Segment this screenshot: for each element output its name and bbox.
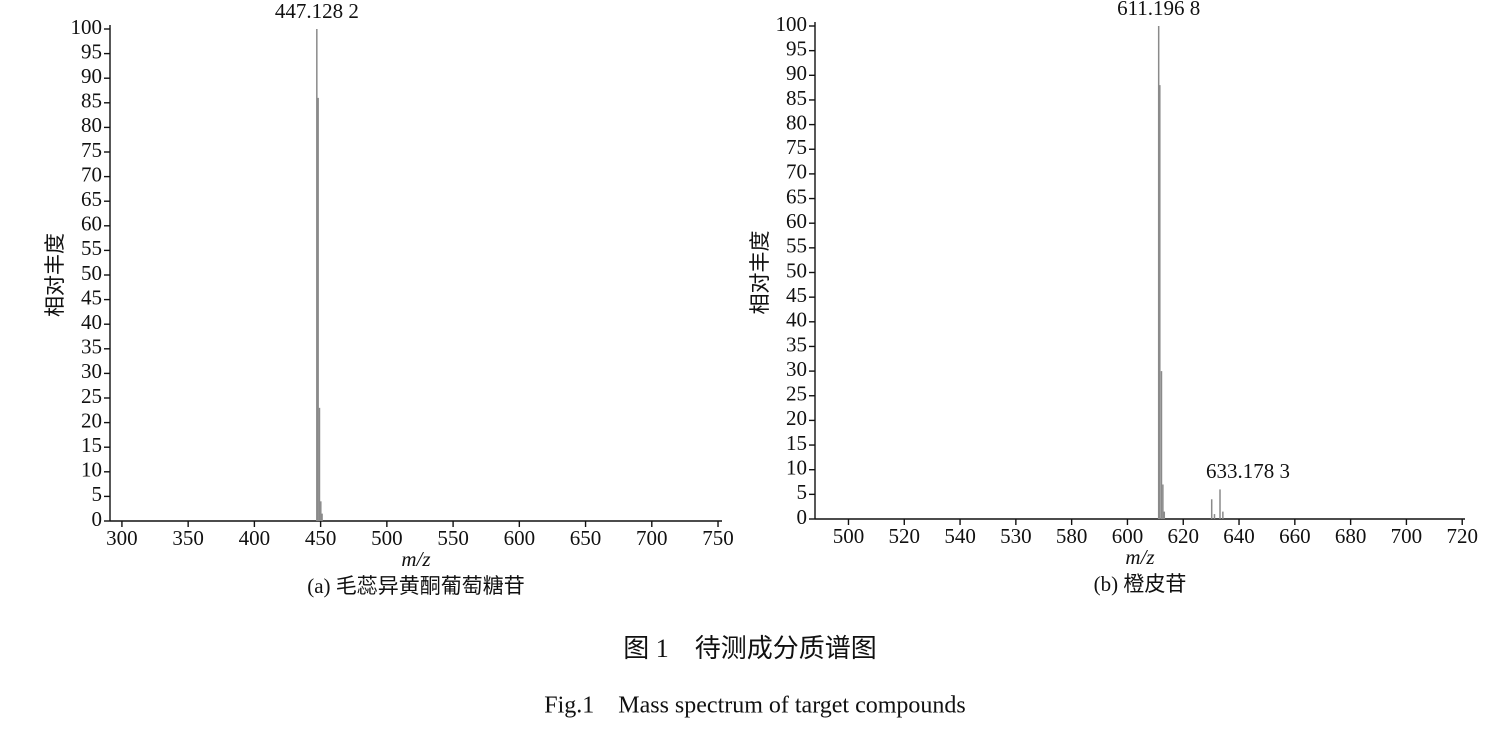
y-tick-label: 45	[786, 283, 807, 307]
x-tick-label: 700	[1391, 524, 1423, 548]
x-tick-label: 580	[1056, 524, 1088, 548]
figure-title-en: Fig.1 Mass spectrum of target compounds	[544, 693, 966, 719]
x-tick-label: 700	[636, 526, 668, 550]
x-tick-label: 650	[570, 526, 602, 550]
peak-label: 633.178 3	[1206, 459, 1290, 483]
x-tick-label: 640	[1223, 524, 1255, 548]
y-tick-label: 40	[81, 310, 102, 334]
y-tick-label: 5	[92, 482, 103, 506]
x-tick-label: 600	[504, 526, 536, 550]
x-tick-label: 350	[172, 526, 204, 550]
y-tick-label: 85	[786, 86, 807, 110]
y-tick-label: 30	[81, 359, 102, 383]
y-tick-label: 60	[81, 212, 102, 236]
caption: (a) 毛蕊异黄酮葡萄糖苷	[307, 574, 525, 598]
y-axis-label: 相对丰度	[43, 233, 67, 317]
figure-title-cn: 图 1 待测成分质谱图	[623, 634, 877, 663]
y-tick-label: 85	[81, 89, 102, 113]
x-tick-label: 620	[1167, 524, 1199, 548]
y-tick-label: 35	[81, 335, 102, 359]
y-tick-label: 80	[81, 113, 102, 137]
y-tick-label: 70	[81, 162, 102, 186]
y-tick-label: 20	[81, 408, 102, 432]
y-tick-label: 0	[92, 507, 103, 531]
y-tick-label: 40	[786, 308, 807, 332]
y-tick-label: 95	[786, 36, 807, 60]
y-tick-label: 75	[81, 138, 102, 162]
y-tick-label: 15	[81, 433, 102, 457]
peak-label: 447.128 2	[275, 0, 359, 23]
y-tick-label: 50	[81, 261, 102, 285]
y-tick-label: 60	[786, 209, 807, 233]
y-tick-label: 15	[786, 431, 807, 455]
y-tick-label: 90	[786, 61, 807, 85]
x-tick-label: 520	[889, 524, 921, 548]
x-tick-label: 540	[944, 524, 976, 548]
y-tick-label: 95	[81, 39, 102, 63]
x-axis-label: m/z	[401, 547, 430, 571]
y-tick-label: 65	[81, 187, 102, 211]
y-tick-label: 100	[71, 15, 103, 39]
y-tick-label: 70	[786, 160, 807, 184]
x-tick-label: 530	[1000, 524, 1032, 548]
caption: (b) 橙皮苷	[1094, 572, 1187, 596]
x-tick-label: 720	[1446, 524, 1478, 548]
y-axis-label: 相对丰度	[748, 231, 772, 315]
peak-label: 611.196 8	[1117, 0, 1200, 20]
y-tick-label: 35	[786, 332, 807, 356]
x-tick-label: 500	[371, 526, 403, 550]
y-tick-label: 55	[81, 236, 102, 260]
y-tick-label: 5	[797, 480, 808, 504]
y-tick-label: 80	[786, 110, 807, 134]
y-tick-label: 30	[786, 357, 807, 381]
y-tick-label: 20	[786, 406, 807, 430]
y-tick-label: 10	[81, 458, 102, 482]
y-tick-label: 50	[786, 258, 807, 282]
y-tick-label: 100	[776, 12, 808, 36]
y-tick-label: 10	[786, 456, 807, 480]
x-tick-label: 660	[1279, 524, 1311, 548]
y-tick-label: 25	[786, 382, 807, 406]
y-tick-label: 75	[786, 135, 807, 159]
x-tick-label: 500	[833, 524, 865, 548]
x-tick-label: 750	[702, 526, 734, 550]
x-tick-label: 600	[1112, 524, 1144, 548]
y-tick-label: 45	[81, 285, 102, 309]
y-tick-label: 25	[81, 384, 102, 408]
x-tick-label: 300	[106, 526, 138, 550]
y-tick-label: 90	[81, 64, 102, 88]
x-tick-label: 400	[239, 526, 271, 550]
x-axis-label: m/z	[1125, 545, 1154, 569]
y-tick-label: 55	[786, 234, 807, 258]
y-tick-label: 65	[786, 184, 807, 208]
x-tick-label: 680	[1335, 524, 1367, 548]
x-tick-label: 450	[305, 526, 337, 550]
y-tick-label: 0	[797, 505, 808, 529]
x-tick-label: 550	[437, 526, 469, 550]
